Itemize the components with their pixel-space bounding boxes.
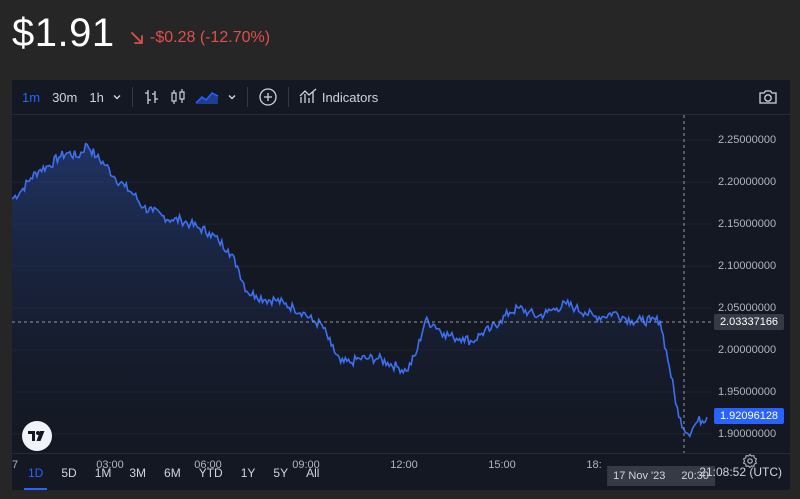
arrow-down-right-icon [131,32,143,44]
range-6m[interactable]: 6M [164,465,181,480]
time-axis: 7 03:00 06:00 09:00 12:00 15:00 18: [12,459,712,481]
price-header: $1.91 [12,8,115,58]
crosshair-clock: 20:30 [681,470,709,482]
interval-30m[interactable]: 30m [52,89,78,105]
interval-1m[interactable]: 1m [22,89,41,105]
range-ytd[interactable]: YTD [198,465,223,480]
price-tick-label: 2.15000000 [718,218,777,231]
crosshair-date: 17 Nov '23 [613,470,666,482]
time-tick-label: 18: [586,459,602,471]
interval-1h[interactable]: 1h [89,89,104,105]
chevron-down-icon [113,95,121,100]
range-3m[interactable]: 3M [129,465,147,480]
compare-button[interactable] [254,85,282,109]
time-tick-label: 15:00 [488,459,516,471]
interval-dropdown[interactable] [108,85,126,109]
area-style-button[interactable] [191,85,223,109]
candles-style-button[interactable] [165,85,191,109]
time-tick-label: 7 [12,459,19,471]
indicators-button[interactable]: Indicators [295,85,382,109]
toolbar-divider [131,87,133,107]
area-chart-icon [195,92,219,104]
chart-plot[interactable] [12,115,790,455]
last-price-label: 1.92096128 [714,408,784,425]
price-tick-label: 1.90000000 [718,428,777,440]
range-bar: 1D 5D 1M 3M 6M YTD 1Y 5Y All 21:08:52 (U… [12,453,790,490]
time-tick-label: 03:00 [96,459,124,471]
price-change-text: -$0.28 (-12.70%) [150,29,271,46]
bars-style-button[interactable] [139,85,165,109]
price-tick-label: 2.20000000 [718,176,777,189]
camera-icon [759,90,777,104]
range-1m[interactable]: 1M [94,465,112,480]
candlestick-icon [171,89,185,104]
price-line [12,142,708,439]
price-tick-label: 2.05000000 [718,302,777,315]
price-tick-label: 1.95000000 [718,386,777,399]
range-all[interactable]: All [306,465,320,480]
indicators-label: Indicators [321,89,379,105]
gear-icon [742,453,758,469]
add-compare-icon [259,88,277,106]
axis-settings-button[interactable] [742,453,758,474]
indicators-icon [299,88,317,103]
range-1y[interactable]: 1Y [240,465,256,480]
range-1d[interactable]: 1D [23,465,48,490]
price-chart[interactable]: 2.25000000 2.20000000 2.15000000 2.10000000… [12,115,790,486]
screenshot-button[interactable] [754,85,782,109]
price-area-fill [12,143,707,455]
style-dropdown[interactable] [223,85,241,109]
price-tick-label: 2.25000000 [718,134,777,147]
toolbar-divider [287,87,289,107]
time-tick-label: 12:00 [390,459,418,471]
crosshair-price-label: 2.03337166 [714,314,784,331]
time-tick-label: 09:00 [292,459,320,471]
bar-chart-icon [144,90,158,104]
crosshair-time-label: 17 Nov '23 20:30 [607,466,715,486]
tradingview-logo-icon [28,431,45,441]
chart-toolbar: 1m 30m 1h [12,80,790,115]
price-change: -$0.28 (-12.70%) [130,29,270,47]
range-5d[interactable]: 5D [61,465,77,480]
price-tick-label: 2.00000000 [718,344,777,357]
tradingview-logo[interactable] [22,421,52,451]
current-price: $1.91 [12,10,115,55]
chevron-down-icon [228,95,236,100]
utc-clock[interactable]: 21:08:52 (UTC) [699,465,782,479]
chart-widget: 1m 30m 1h [12,80,790,490]
range-5y[interactable]: 5Y [273,465,289,480]
price-tick-label: 2.10000000 [718,260,777,273]
time-tick-label: 06:00 [194,459,222,471]
toolbar-divider [246,87,248,107]
